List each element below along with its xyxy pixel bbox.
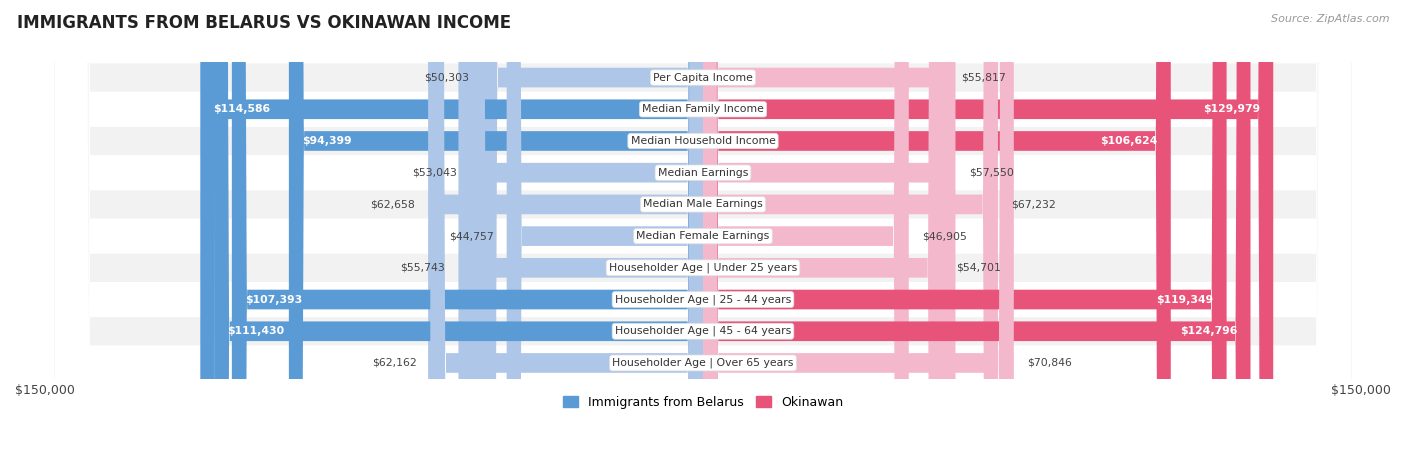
FancyBboxPatch shape <box>703 0 908 467</box>
Text: $55,743: $55,743 <box>401 263 446 273</box>
Text: $106,624: $106,624 <box>1101 136 1157 146</box>
Text: $57,550: $57,550 <box>969 168 1014 177</box>
FancyBboxPatch shape <box>214 0 703 467</box>
Text: $50,303: $50,303 <box>425 72 470 83</box>
Text: Householder Age | 25 - 44 years: Householder Age | 25 - 44 years <box>614 294 792 305</box>
Text: $119,349: $119,349 <box>1156 295 1213 304</box>
Text: IMMIGRANTS FROM BELARUS VS OKINAWAN INCOME: IMMIGRANTS FROM BELARUS VS OKINAWAN INCO… <box>17 14 510 32</box>
Text: Source: ZipAtlas.com: Source: ZipAtlas.com <box>1271 14 1389 24</box>
FancyBboxPatch shape <box>703 0 956 467</box>
FancyBboxPatch shape <box>55 0 1351 467</box>
Text: $62,658: $62,658 <box>370 199 415 209</box>
FancyBboxPatch shape <box>703 0 1274 467</box>
FancyBboxPatch shape <box>288 0 703 467</box>
FancyBboxPatch shape <box>482 0 703 467</box>
Text: $46,905: $46,905 <box>922 231 967 241</box>
Text: Median Household Income: Median Household Income <box>630 136 776 146</box>
FancyBboxPatch shape <box>703 0 943 467</box>
FancyBboxPatch shape <box>703 0 1014 467</box>
Text: Median Male Earnings: Median Male Earnings <box>643 199 763 209</box>
Text: $124,796: $124,796 <box>1180 326 1237 336</box>
FancyBboxPatch shape <box>506 0 703 467</box>
Text: Householder Age | 45 - 64 years: Householder Age | 45 - 64 years <box>614 326 792 337</box>
Text: $44,757: $44,757 <box>449 231 494 241</box>
FancyBboxPatch shape <box>703 0 1250 467</box>
FancyBboxPatch shape <box>55 0 1351 467</box>
Text: Householder Age | Over 65 years: Householder Age | Over 65 years <box>612 358 794 368</box>
Text: $129,979: $129,979 <box>1204 104 1260 114</box>
FancyBboxPatch shape <box>55 0 1351 467</box>
Text: $70,846: $70,846 <box>1026 358 1071 368</box>
FancyBboxPatch shape <box>703 0 1171 467</box>
FancyBboxPatch shape <box>55 0 1351 467</box>
Legend: Immigrants from Belarus, Okinawan: Immigrants from Belarus, Okinawan <box>558 391 848 414</box>
Text: $55,817: $55,817 <box>962 72 1005 83</box>
Text: $67,232: $67,232 <box>1011 199 1056 209</box>
FancyBboxPatch shape <box>470 0 703 467</box>
FancyBboxPatch shape <box>703 0 998 467</box>
Text: Per Capita Income: Per Capita Income <box>652 72 754 83</box>
Text: $94,399: $94,399 <box>302 136 352 146</box>
FancyBboxPatch shape <box>703 0 1226 467</box>
Text: $107,393: $107,393 <box>245 295 302 304</box>
FancyBboxPatch shape <box>232 0 703 467</box>
Text: $53,043: $53,043 <box>412 168 457 177</box>
FancyBboxPatch shape <box>200 0 703 467</box>
FancyBboxPatch shape <box>55 0 1351 467</box>
FancyBboxPatch shape <box>55 0 1351 467</box>
Text: $114,586: $114,586 <box>214 104 270 114</box>
Text: Median Earnings: Median Earnings <box>658 168 748 177</box>
FancyBboxPatch shape <box>55 0 1351 467</box>
FancyBboxPatch shape <box>55 0 1351 467</box>
Text: $111,430: $111,430 <box>228 326 284 336</box>
FancyBboxPatch shape <box>458 0 703 467</box>
Text: $54,701: $54,701 <box>956 263 1001 273</box>
FancyBboxPatch shape <box>55 0 1351 467</box>
Text: Median Female Earnings: Median Female Earnings <box>637 231 769 241</box>
FancyBboxPatch shape <box>55 0 1351 467</box>
FancyBboxPatch shape <box>427 0 703 467</box>
Text: Median Family Income: Median Family Income <box>643 104 763 114</box>
Text: $62,162: $62,162 <box>373 358 418 368</box>
FancyBboxPatch shape <box>703 0 948 467</box>
Text: Householder Age | Under 25 years: Householder Age | Under 25 years <box>609 262 797 273</box>
FancyBboxPatch shape <box>430 0 703 467</box>
